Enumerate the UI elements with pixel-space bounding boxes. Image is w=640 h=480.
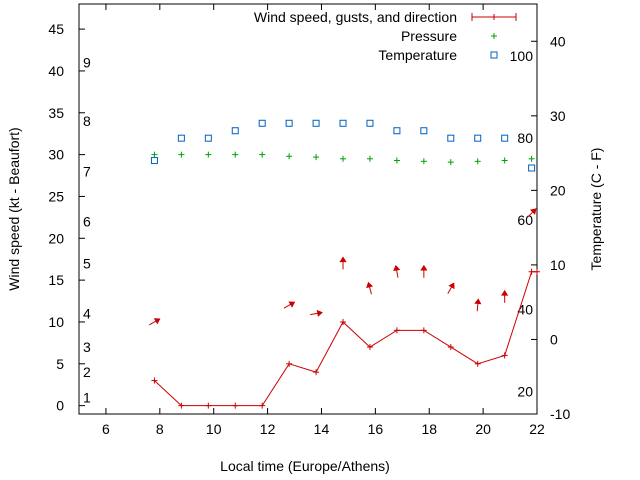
wind-direction-arrow-head [529, 208, 537, 215]
y-tick-label: 0 [56, 398, 64, 414]
y-tick-label: 15 [48, 272, 64, 288]
temperature-point [339, 119, 347, 127]
y-tick-label: 35 [48, 105, 64, 121]
wind-direction-arrow-head [153, 318, 161, 325]
temperature-point [447, 134, 455, 142]
legend-label: Temperature [378, 47, 457, 63]
wind-direction-arrow [310, 309, 323, 317]
beaufort-label: 6 [83, 214, 91, 230]
temperature-point [231, 127, 239, 135]
temperature-point [501, 134, 509, 142]
beaufort-label: 5 [83, 255, 91, 271]
x-tick-label: 18 [421, 421, 437, 437]
wind-direction-arrow [474, 298, 482, 312]
wind-direction-arrow [393, 264, 401, 278]
fahrenheit-label: 80 [517, 130, 533, 146]
wind-direction-arrow [527, 208, 537, 218]
temperature-point [204, 134, 212, 142]
wind-direction-arrow [447, 282, 455, 294]
fahrenheit-label: 100 [510, 48, 534, 64]
x-tick-label: 10 [206, 421, 222, 437]
y-tick-label: 30 [48, 147, 64, 163]
wind-direction-arrow-head [288, 301, 296, 308]
temperature-point [312, 119, 320, 127]
pressure-series [151, 151, 535, 166]
y-tick-label: 45 [48, 21, 64, 37]
plot-frame [78, 3, 538, 415]
wind-direction-arrow [283, 301, 296, 309]
axes-layer: 6 8 10 12 14 16 18 20 22051015202530354045-10010… [48, 3, 570, 437]
x-tick-label: 12 [260, 421, 276, 437]
temperature-point [258, 119, 266, 127]
temperature-point [285, 119, 293, 127]
temperature-point [177, 134, 185, 142]
wind-direction-arrow [148, 318, 161, 326]
wind-direction-arrow-head [420, 264, 428, 271]
wind-direction-arrow [501, 289, 509, 303]
temperature-point [528, 164, 536, 172]
legend-label: Pressure [401, 28, 457, 44]
wind-direction-arrow-head [366, 281, 374, 289]
wind-direction-arrow [420, 264, 428, 278]
fahrenheit-label: 40 [517, 302, 533, 318]
fahrenheit-label: 20 [517, 384, 533, 400]
beaufort-label: 9 [83, 55, 91, 71]
y-tick-label: 25 [48, 188, 64, 204]
y2-tick-label: 40 [550, 33, 566, 49]
y-axis-title: Wind speed (kt - Beaufort) [6, 127, 22, 290]
temperature-point [366, 119, 374, 127]
temperature-point [420, 127, 428, 135]
y2-tick-label: 30 [550, 108, 566, 124]
wind-direction-arrow-head [339, 256, 347, 263]
y2-axis-title: Temperature (C - F) [588, 148, 604, 271]
y-tick-label: 40 [48, 63, 64, 79]
y2-tick-label: 10 [550, 257, 566, 273]
wind-speed-line [154, 271, 537, 407]
beaufort-label: 1 [83, 389, 91, 405]
x-axis-title: Local time (Europe/Athens) [220, 458, 390, 474]
x-tick-label: 16 [368, 421, 384, 437]
beaufort-label: 3 [83, 339, 91, 355]
y-tick-label: 20 [48, 230, 64, 246]
x-tick-label: 6 [102, 421, 110, 437]
y2-tick-label: 0 [550, 331, 558, 347]
y-tick-label: 5 [56, 356, 64, 372]
series-layer [148, 119, 540, 409]
wind-direction-arrow-head [474, 298, 482, 305]
x-tick-label: 22 [529, 421, 545, 437]
beaufort-label: 8 [83, 113, 91, 129]
x-tick-label: 8 [156, 421, 164, 437]
temperature-point [474, 134, 482, 142]
x-tick-label: 20 [475, 421, 491, 437]
temperature-point [150, 157, 158, 165]
wind-direction-arrow [339, 256, 347, 270]
temperature-point [393, 127, 401, 135]
temperature-series [150, 119, 536, 172]
wind-direction-arrow-head [393, 264, 401, 272]
y2-tick-label: 20 [550, 182, 566, 198]
legend-label: Wind speed, gusts, and direction [254, 9, 457, 25]
x-tick-label: 14 [314, 421, 330, 437]
wind-direction-arrow-head [316, 309, 323, 317]
wind-direction-arrow-head [501, 289, 509, 296]
wind-speed-series [148, 208, 540, 409]
y2-tick-label: -10 [550, 406, 570, 422]
y-tick-label: 10 [48, 314, 64, 330]
beaufort-label: 4 [83, 306, 91, 322]
beaufort-label: 7 [83, 163, 91, 179]
wind-direction-arrow [366, 281, 374, 295]
beaufort-label: 2 [83, 364, 91, 380]
wind-direction-arrow-head [448, 282, 455, 290]
legend-temperature-marker [490, 51, 498, 59]
legend: Wind speed, gusts, and direction Pressure… [254, 9, 517, 63]
